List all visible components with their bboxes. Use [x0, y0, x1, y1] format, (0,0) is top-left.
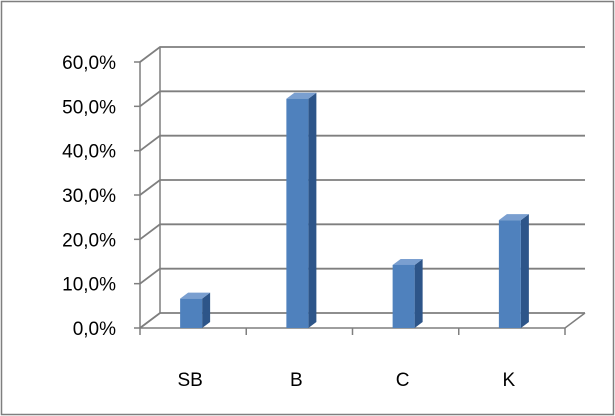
y-tick-label-4: 40,0% — [62, 142, 116, 163]
gridline-0 — [139, 312, 585, 329]
x-axis-tick-labels: SB B C K — [177, 370, 515, 391]
y-tick-label-0: 0,0% — [73, 319, 116, 340]
bar-top-face — [392, 258, 423, 265]
x-tick-label-SB: SB — [177, 370, 202, 391]
bar-front-face — [498, 220, 521, 328]
gridline-1 — [139, 267, 585, 285]
x-tick-label-B: B — [290, 370, 303, 391]
y-tick-label-6: 60,0% — [62, 53, 116, 74]
y-tick-label-5: 50,0% — [62, 97, 116, 118]
y-axis-tick-labels: 0,0% 10,0% 20,0% 30,0% 40,0% 50,0% 60,0% — [62, 53, 116, 340]
bar-side-face — [520, 214, 529, 328]
y-tick-label-3: 30,0% — [62, 186, 116, 207]
bar-SB — [180, 292, 211, 328]
bar-side-face — [202, 292, 211, 328]
y-tick-label-2: 20,0% — [62, 230, 116, 251]
gridline-6 — [139, 46, 585, 63]
bar-front-face — [286, 98, 309, 329]
bar-top-face — [180, 292, 211, 299]
bar-side-face — [308, 92, 317, 329]
bar-series — [180, 92, 529, 329]
axes — [134, 61, 566, 335]
gridline-3 — [139, 179, 585, 196]
bar-K — [498, 214, 529, 328]
x-tick-label-K: K — [503, 370, 516, 391]
bar-top-face — [498, 214, 529, 221]
bar-front-face — [180, 298, 203, 328]
bar-front-face — [392, 264, 415, 328]
gridline-4 — [139, 134, 585, 152]
y-tick-label-1: 10,0% — [62, 275, 116, 296]
bar-side-face — [414, 258, 423, 328]
x-tick-label-C: C — [396, 370, 410, 391]
gridline-5 — [139, 90, 585, 108]
bar-top-face — [286, 92, 317, 99]
gridlines — [139, 46, 585, 329]
bar-B — [286, 92, 317, 329]
bar-C — [392, 258, 423, 328]
gridline-2 — [139, 223, 585, 241]
